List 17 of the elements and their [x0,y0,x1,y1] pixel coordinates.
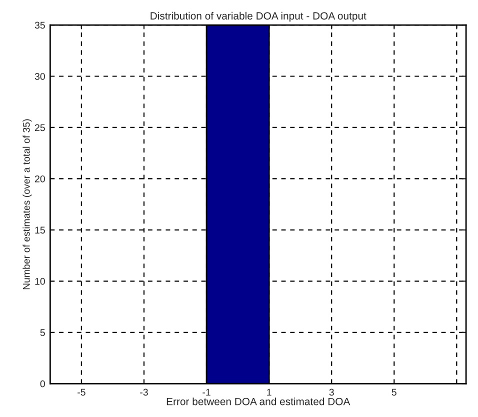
x-axis-title: Error between DOA and estimated DOA [166,398,350,406]
y-tick-label: 20 [35,175,45,182]
y-tick-label: 35 [34,22,45,29]
y-tick-label: 30 [34,72,45,80]
y-axis-title: Number of estimates (over a total of 35) [22,119,32,290]
y-tick-label: 0 [40,380,45,388]
x-tick-label: 5 [392,388,396,396]
x-tick-label: -1 [202,388,210,396]
chart-title: Distribution of variable DOA input - DOA output [150,12,366,22]
x-tick-label: -5 [78,388,86,396]
x-tick-label: 1 [267,388,272,396]
x-tick-label: 3 [329,388,334,396]
y-tick-label: 15 [35,226,45,234]
y-tick-label: 5 [40,329,45,336]
y-tick-label: 25 [35,124,45,132]
y-tick-label: 10 [35,278,45,285]
x-tick-label: -3 [140,388,148,396]
